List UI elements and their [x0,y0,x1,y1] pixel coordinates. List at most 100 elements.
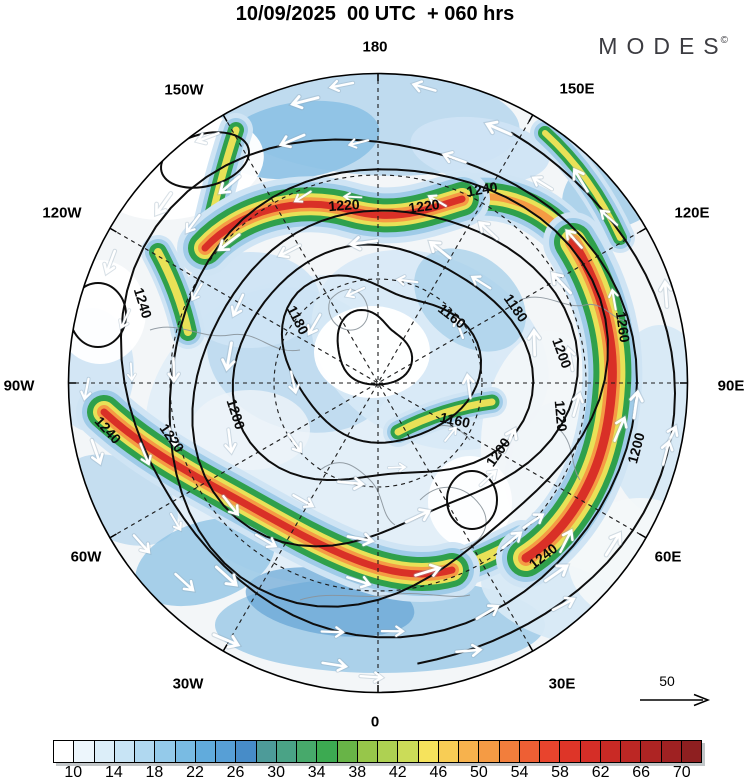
lon-label-150e: 150E [559,80,595,98]
wind-arrow [253,532,279,549]
colorbar-tick: 38 [348,764,367,781]
wind-arrow [345,574,374,590]
colorbar-tick: 42 [388,764,407,781]
wind-arrow [598,208,620,227]
wind-arrow [229,292,246,319]
colorbar-cell [297,741,318,762]
lon-label-0: 0 [370,713,380,731]
lon-label-120w: 120W [42,204,82,222]
wind-arrow [358,670,386,684]
wind-arrow [193,130,221,146]
lon-label-90w: 90W [3,377,35,395]
wind-arrow [478,468,499,488]
lon-label-150w: 150W [164,81,204,99]
wind-arrow [166,355,182,386]
contour-label: 1220 [327,195,361,215]
wind-arrow [223,427,238,456]
wind-arrow [126,361,137,383]
wind-arrow [443,425,458,443]
wind-arrow [526,326,542,358]
coastline [149,326,301,352]
graticule [68,73,688,693]
colorbar-cell [560,741,581,762]
wind-arrow [659,437,675,467]
colorbar-cell [418,741,439,762]
wind-arrow [291,493,316,510]
wind-arrow [319,625,347,639]
wind-arrow [286,432,303,455]
colorbar-cell [378,741,399,762]
colorbar [53,740,702,763]
wind-arrow [288,93,321,111]
wind-arrow [543,563,571,584]
colorbar-cell [74,741,95,762]
colorbar-cell [398,741,419,762]
colorbar-cell [580,741,601,762]
lon-label-60e: 60E [654,548,682,566]
colorbar-cell [600,741,621,762]
wind-arrow [440,150,468,165]
colorbar-cell [54,741,75,762]
wind-arrow [482,119,514,138]
wind-arrow [346,137,371,150]
wind-arrow [79,376,93,403]
wind-arrow [454,642,485,658]
colorbar-cell [195,741,216,762]
boundary-ticks [68,73,688,693]
wind-arrow [343,286,366,300]
wind-arrow [184,212,202,235]
jet-stream-band [100,408,456,578]
colorbar-cell [661,741,682,762]
wind-arrow [216,173,242,196]
wind-arrow [341,191,364,203]
colorbar-cell [438,741,459,762]
wind-arrow [476,219,500,242]
wind-arrow [215,232,242,253]
contour-line [336,308,414,386]
wind-arrow [173,571,197,593]
wind-arrow [571,166,590,194]
wind-arrow [451,314,465,340]
contour-line [231,243,535,482]
copyright-mark: © [720,35,728,47]
wind-arrow [89,437,105,467]
polar-map [67,72,711,707]
wind-arrow [276,243,303,260]
colorbar-cell [216,741,237,762]
coastline [519,296,631,322]
contour-line [191,209,580,548]
contour-line [119,138,639,639]
colorbar-tick: 54 [510,764,529,781]
wind-arrow [500,530,524,551]
wind-arrow [320,657,350,673]
contour-line [168,168,609,608]
colorbar-cell [681,741,701,762]
colorbar-cell [540,741,561,762]
wind-arrow [387,462,408,473]
colorbar-cell [155,741,176,762]
wind-arrow [657,277,674,309]
colorbar-cell [499,741,520,762]
colorbar-tick: 30 [267,764,285,781]
wind-arrow [221,493,241,518]
page-title: 10/09/2025 00 UTC + 060 hrs [235,3,515,25]
wind-arrow [345,531,377,548]
wind-arrow [570,390,585,418]
wind-arrow [607,286,620,312]
lon-label-60w: 60W [70,548,102,566]
wind-arrow [562,344,577,373]
colorbar-tick: 14 [104,764,123,781]
lon-label-180: 180 [362,38,388,56]
wind-arrow [213,564,240,588]
contour-line [280,274,483,444]
colorbar-tick: 62 [591,764,610,781]
coastline [328,289,369,331]
colorbar-tick: 18 [145,764,164,781]
colorbar-cell [175,741,196,762]
wind-arrow [190,282,204,303]
colorbar-tick: 58 [551,764,569,781]
colorbar-tick: 26 [226,764,245,781]
colorbar-cell [641,741,662,762]
wind-arrow [118,308,132,331]
